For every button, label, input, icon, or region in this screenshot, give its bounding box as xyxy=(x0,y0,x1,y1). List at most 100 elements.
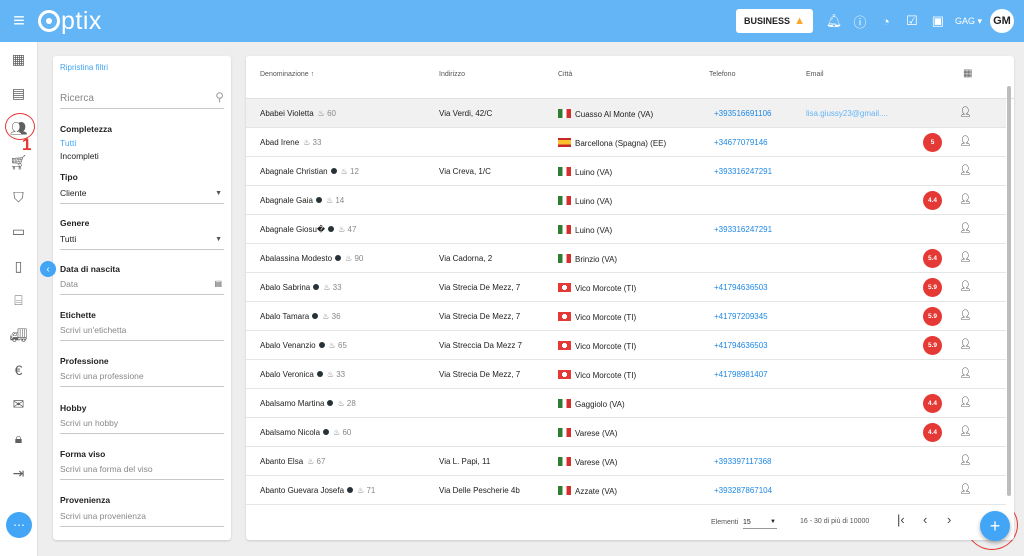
cell-phone[interactable]: +393316247291 xyxy=(714,225,773,234)
header-telefono[interactable]: Telefono xyxy=(709,71,736,78)
city-value: Varese (VA) xyxy=(575,429,618,438)
first-page-button[interactable]: |‹ xyxy=(897,512,905,527)
table-row[interactable]: Abalo Veronica ♨ 33 Via Strecia De Mezz, 7… xyxy=(246,360,1006,389)
cell-phone[interactable]: +393316247291 xyxy=(714,167,773,176)
professione-input[interactable]: Scrivi una professione xyxy=(60,371,224,387)
etichette-input[interactable]: Scrivi un'etichetta xyxy=(60,325,224,341)
chat-bubble-icon[interactable]: ⋯ xyxy=(6,512,32,538)
header-email[interactable]: Email xyxy=(806,71,824,78)
table-row[interactable]: Abalo Venanzio ♨ 65 Via Streccia Da Mezz 7… xyxy=(246,331,1006,360)
header-denominazione[interactable]: Denominazione ↑ xyxy=(260,71,314,78)
person-icon[interactable]: 👤︎ xyxy=(959,397,972,408)
table-row[interactable]: Abagnale Gaia ♨ 14 Luino (VA) 4.4 👤︎ xyxy=(246,186,1006,215)
person-icon[interactable]: 👤︎ xyxy=(959,252,972,263)
sidebar-item-shipping[interactable]: 🚚︎ xyxy=(0,318,37,353)
age-badge: ♨ 36 xyxy=(322,312,340,321)
menu-icon[interactable]: ≡ xyxy=(13,9,25,32)
collapse-filters-button[interactable]: ‹ xyxy=(40,261,56,277)
sidebar-item-payments[interactable]: ▭ xyxy=(0,215,37,250)
person-icon[interactable]: 👤︎ xyxy=(959,484,972,495)
cell-phone[interactable]: +41794636503 xyxy=(714,283,768,292)
header-indirizzo[interactable]: Indirizzo xyxy=(439,71,466,78)
annotation-circle-1 xyxy=(5,113,35,140)
scrollbar[interactable] xyxy=(1007,86,1011,496)
genere-select[interactable]: Tutti ▼ xyxy=(60,234,224,250)
provenienza-input[interactable]: Scrivi una provenienza xyxy=(60,511,224,527)
sidebar-item-calendar[interactable]: ▤ xyxy=(0,77,37,112)
search-icon[interactable]: ⚲ xyxy=(215,90,224,104)
search-input[interactable]: Ricerca ⚲ xyxy=(60,89,224,109)
account-menu[interactable]: GAG ▾ xyxy=(954,15,982,26)
reset-filters-link[interactable]: Ripristina filtri xyxy=(60,63,109,72)
sidebar-item-finance[interactable]: € xyxy=(0,353,37,388)
person-icon[interactable]: 👤︎ xyxy=(959,455,972,466)
person-icon[interactable]: 👤︎ xyxy=(959,165,972,176)
sidebar-item-lock[interactable]: 🔒︎ xyxy=(0,422,37,457)
person-icon[interactable]: 👤︎ xyxy=(959,223,972,234)
next-page-button[interactable]: › xyxy=(947,512,952,527)
sidebar-item-logout[interactable]: ⇥ xyxy=(0,456,37,491)
city-value: Brinzio (VA) xyxy=(575,255,618,264)
person-icon[interactable]: 👤︎ xyxy=(959,339,972,350)
sidebar-item-cart[interactable]: 🛒︎ xyxy=(0,146,37,181)
sidebar-item-dashboard[interactable]: ▦ xyxy=(0,42,37,77)
cell-email[interactable]: lisa.giussy23@gmail.... xyxy=(806,109,888,118)
cell-phone[interactable]: +41798981407 xyxy=(714,370,768,379)
cell-phone[interactable]: +34677079146 xyxy=(714,138,768,147)
table-row[interactable]: Abad Irene ♨ 33 Barcellona (Spagna) (EE) +3… xyxy=(246,128,1006,157)
sidebar-item-mail[interactable]: ✉ xyxy=(0,387,37,422)
cell-phone[interactable]: +393287867104 xyxy=(714,486,773,495)
notifications-icon[interactable]: 🔔︎ xyxy=(825,13,843,28)
previous-page-button[interactable]: ‹ xyxy=(923,512,928,527)
calendar-icon: ▤ xyxy=(11,85,26,102)
tasks-check-icon[interactable]: ☑ xyxy=(906,13,918,28)
table-row[interactable]: Abagnale Giosu� ♨ 47 Luino (VA) +3933162472… xyxy=(246,215,1006,244)
hobby-input[interactable]: Scrivi un hobby xyxy=(60,418,224,434)
add-customer-button[interactable]: + xyxy=(980,511,1010,541)
tipo-select[interactable]: Cliente ▼ xyxy=(60,188,224,204)
cell-phone[interactable]: +393397117368 xyxy=(714,457,772,466)
cell-address: Via Strecia De Mezz, 7 xyxy=(439,312,521,321)
sidebar-item-documents[interactable]: ▯ xyxy=(0,249,37,284)
table-row[interactable]: Abalsamo Martina ♨ 28 Gaggiolo (VA) 4.4 👤︎ xyxy=(246,389,1006,418)
table-row[interactable]: Abagnale Christian ♨ 12 Via Creva, 1/C Luin… xyxy=(246,157,1006,186)
customer-name: Abagnale Giosu� xyxy=(260,225,326,234)
person-icon[interactable]: 👤︎ xyxy=(959,194,972,205)
completezza-option-all[interactable]: Tutti xyxy=(60,138,77,148)
cell-phone[interactable]: +41794636503 xyxy=(714,341,768,350)
table-row[interactable]: Ababei Violetta ♨ 60 Via Verdi, 42/C Cuasso… xyxy=(246,99,1006,128)
completezza-option-incomplete[interactable]: Incompleti xyxy=(60,151,99,161)
help-icon[interactable]: ⓘ xyxy=(853,14,867,30)
sidebar-item-security[interactable]: ⛉ xyxy=(0,180,37,215)
age-value: 12 xyxy=(350,167,359,176)
calendar-icon[interactable]: ▤ xyxy=(214,279,222,288)
cell-phone[interactable]: +393516691106 xyxy=(714,109,772,118)
table-row[interactable]: Abalassina Modesto ♨ 90 Via Cadorna, 2 Brin… xyxy=(246,244,1006,273)
cell-phone[interactable]: +41797209345 xyxy=(714,312,768,321)
table-row[interactable]: Abanto Guevara Josefa ♨ 71 Via Delle Pesch… xyxy=(246,476,1006,505)
data-nascita-input[interactable]: Data ▤ xyxy=(60,279,224,295)
app-logo[interactable]: ptix xyxy=(38,7,102,36)
person-icon[interactable]: 👤︎ xyxy=(959,107,972,118)
qr-code-icon[interactable]: ▦ xyxy=(963,68,973,79)
table-row[interactable]: Abanto Elsa ♨ 67 Via L. Papi, 11 Varese (VA… xyxy=(246,447,1006,476)
person-icon[interactable]: 👤︎ xyxy=(959,310,972,321)
avatar[interactable]: GM xyxy=(990,9,1014,33)
header-citta[interactable]: Città xyxy=(558,71,573,78)
table-row[interactable]: Abalsamo Nicola ♨ 60 Varese (VA) 4.4 👤︎ xyxy=(246,418,1006,447)
birthday-cake-icon: ♨ xyxy=(328,341,336,350)
dashboard-gauge-icon[interactable]: ◔ xyxy=(882,13,890,29)
chevron-down-icon: ▼ xyxy=(215,236,222,243)
person-icon[interactable]: 👤︎ xyxy=(959,368,972,379)
forma-viso-input[interactable]: Scrivi una forma del viso xyxy=(60,464,224,480)
table-row[interactable]: Abalo Sabrina ♨ 33 Via Strecia De Mezz, 7 V… xyxy=(246,273,1006,302)
business-badge[interactable]: BUSINESS ▲ xyxy=(736,9,813,33)
items-per-page-select[interactable]: 15 ▼ xyxy=(743,515,777,529)
store-icon[interactable]: ▣ xyxy=(931,13,945,28)
person-icon[interactable]: 👤︎ xyxy=(959,281,972,292)
person-icon[interactable]: 👤︎ xyxy=(959,426,972,437)
sidebar-item-register[interactable]: ⌸ xyxy=(0,284,37,319)
person-icon[interactable]: 👤︎ xyxy=(959,136,972,147)
table-row[interactable]: Abalo Tamara ♨ 36 Via Strecia De Mezz, 7 Vi… xyxy=(246,302,1006,331)
customer-name: Abad Irene xyxy=(260,138,300,147)
